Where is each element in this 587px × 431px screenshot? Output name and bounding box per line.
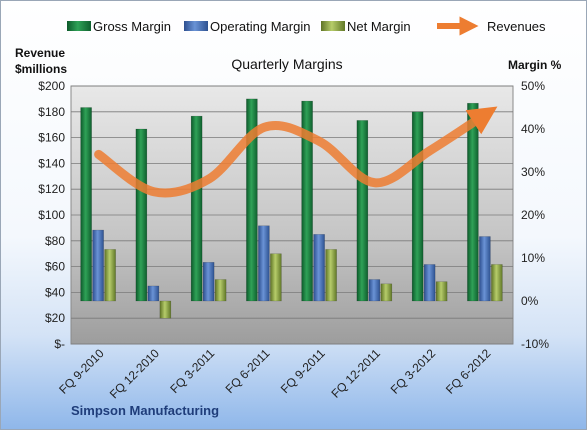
legend-swatch-net-margin (321, 21, 345, 31)
category-label: FQ 9-2010 (56, 346, 107, 397)
net-margin-bar (435, 281, 448, 302)
left-tick-label: $80 (45, 234, 65, 248)
net-margin-bar (214, 279, 227, 302)
category-label: FQ 12-2010 (107, 346, 162, 401)
operating-margin-bar (202, 262, 215, 302)
left-tick-label: $- (54, 337, 65, 351)
net-margin-bar (325, 249, 337, 302)
left-tick-label: $40 (45, 285, 65, 299)
category-label: FQ 12-2011 (328, 346, 383, 401)
gross-margin-bar (246, 98, 258, 302)
gross-margin-bar (411, 111, 424, 302)
gross-margin-bar (80, 107, 92, 302)
category-label: FQ 6-2012 (443, 346, 494, 397)
right-axis-label: Margin % (508, 58, 562, 72)
legend: Gross Margin Operating Margin Net Margin… (67, 16, 546, 36)
legend-swatch-operating-margin (184, 21, 208, 31)
left-axis-label-line1: Revenue (15, 46, 65, 60)
right-tick-label: 10% (521, 251, 545, 265)
left-tick-label: $60 (45, 260, 65, 274)
left-tick-label: $120 (38, 182, 65, 196)
left-axis-ticks: $- $20 $40 $60 $80 $100 $120 $140 $160 $180 $200 (38, 79, 65, 351)
legend-item-operating-margin: Operating Margin (184, 19, 310, 34)
chart-title: Quarterly Margins (231, 56, 342, 72)
legend-label-revenues: Revenues (487, 19, 546, 34)
left-tick-label: $180 (38, 105, 65, 119)
category-label: FQ 3-2011 (167, 346, 217, 396)
net-margin-bar (270, 253, 282, 302)
revenue-line-layer (94, 106, 498, 198)
legend-item-gross-margin: Gross Margin (67, 19, 171, 34)
legend-item-net-margin: Net Margin (321, 19, 411, 34)
gross-margin-bar (301, 100, 313, 302)
operating-margin-bar (423, 264, 436, 302)
operating-margin-bar (147, 285, 160, 302)
legend-item-revenues: Revenues (437, 16, 546, 36)
right-axis-ticks: -10% 0% 10% 20% 30% 40% 50% (521, 79, 549, 351)
right-tick-label: -10% (521, 337, 549, 351)
gross-margin-bar (190, 115, 203, 302)
right-tick-label: 50% (521, 79, 545, 93)
net-margin-bar (159, 300, 172, 319)
left-axis-label-line2: $millions (15, 62, 67, 76)
left-tick-label: $100 (38, 208, 65, 222)
right-tick-label: 40% (521, 122, 545, 136)
legend-label-operating-margin: Operating Margin (210, 19, 310, 34)
gross-margin-bar (135, 128, 148, 302)
net-margin-bar (491, 264, 503, 302)
legend-label-gross-margin: Gross Margin (93, 19, 171, 34)
left-tick-label: $140 (38, 156, 65, 170)
left-tick-label: $200 (38, 79, 65, 93)
bars (80, 98, 503, 319)
left-tick-label: $160 (38, 131, 65, 145)
right-tick-label: 30% (521, 165, 545, 179)
gross-margin-bar (467, 102, 479, 302)
operating-margin-bar (92, 229, 104, 302)
revenue-line (94, 106, 498, 198)
operating-margin-bar (368, 279, 381, 302)
category-label: FQ 6-2011 (223, 346, 273, 396)
operating-margin-bar (479, 236, 491, 302)
company-name: Simpson Manufacturing (71, 403, 219, 418)
left-tick-label: $20 (45, 311, 65, 325)
category-label: FQ 3-2012 (388, 346, 439, 397)
legend-label-net-margin: Net Margin (347, 19, 411, 34)
category-labels: FQ 9-2010 FQ 12-2010 FQ 3-2011 FQ 6-2011 FQ … (56, 346, 493, 401)
operating-margin-bar (313, 234, 325, 302)
gross-margin-bar (356, 120, 369, 302)
legend-swatch-gross-margin (67, 21, 91, 31)
net-margin-bar (104, 249, 116, 302)
right-tick-label: 20% (521, 208, 545, 222)
right-tick-label: 0% (521, 294, 539, 308)
category-label: FQ 9-2011 (278, 346, 328, 396)
operating-margin-bar (258, 225, 270, 302)
net-margin-bar (380, 283, 393, 302)
